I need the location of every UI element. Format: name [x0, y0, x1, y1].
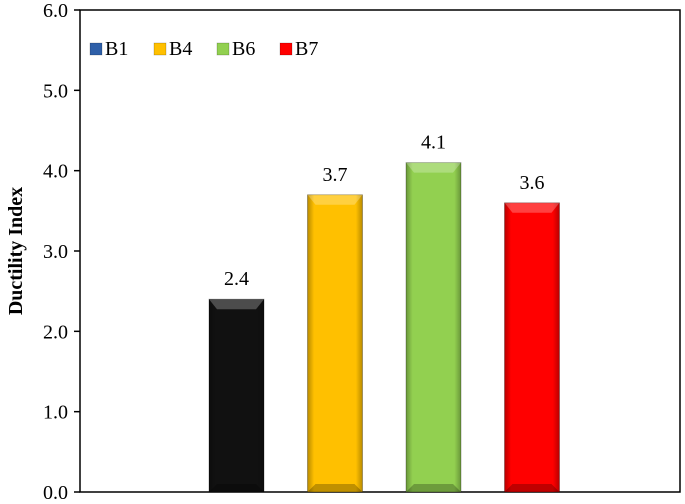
legend-swatch-b1 — [89, 42, 103, 56]
legend-swatch-b7 — [279, 42, 293, 56]
bar-b7-bottom-bevel — [504, 484, 560, 492]
data-label-b1: 2.4 — [224, 268, 249, 290]
data-label-b6: 4.1 — [421, 132, 446, 154]
legend-swatch-b6 — [216, 42, 230, 56]
legend-label-b1: B1 — [105, 38, 128, 60]
y-tick-label: 5.0 — [43, 80, 68, 102]
bar-b4-top-bevel — [307, 194, 363, 205]
y-tick-label: 4.0 — [43, 161, 68, 183]
y-tick-label: 2.0 — [43, 321, 68, 343]
legend: B1 B4 B6 B7 — [89, 38, 318, 60]
y-tick-label: 6.0 — [43, 0, 68, 22]
legend-swatch-b4 — [153, 42, 167, 56]
y-tick-label: 0.0 — [43, 482, 68, 504]
data-label-b7: 3.6 — [520, 172, 545, 194]
bar-b7-bevel — [504, 202, 560, 493]
bar-b1-bevel — [209, 299, 264, 492]
bar-b7-top-bevel — [504, 202, 560, 213]
bars — [208, 162, 560, 493]
bar-b6-top-bevel — [406, 162, 461, 173]
bar-b6-bottom-bevel — [406, 484, 461, 492]
data-label-b4: 3.7 — [323, 164, 348, 186]
y-tick-label: 1.0 — [43, 402, 68, 424]
bar-b1-top-bevel — [209, 299, 264, 310]
data-labels: 2.4 3.7 4.1 3.6 — [224, 132, 545, 291]
plot-area — [79, 9, 681, 493]
y-axis-ticks: 0.0 1.0 2.0 3.0 4.0 5.0 6.0 — [43, 0, 80, 504]
legend-label-b7: B7 — [295, 38, 318, 60]
y-tick-label: 3.0 — [43, 241, 68, 263]
y-axis-title: Ductility Index — [5, 187, 27, 315]
bar-b6-bevel — [406, 162, 461, 492]
bar-b4-bottom-bevel — [307, 484, 363, 492]
bar-b1-bottom-bevel — [209, 484, 264, 492]
legend-label-b4: B4 — [169, 38, 192, 60]
legend-label-b6: B6 — [232, 38, 255, 60]
bar-b4-bevel — [307, 194, 363, 492]
